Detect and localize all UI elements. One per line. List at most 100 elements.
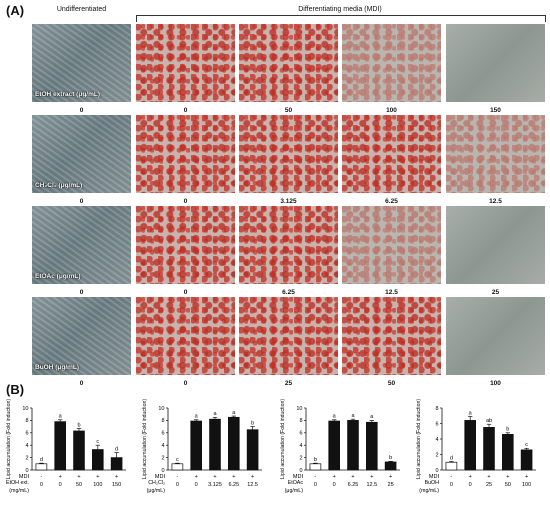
bar [73, 430, 85, 471]
concentration-label: 100 [386, 107, 397, 114]
concentration-label: 6.25 [282, 289, 295, 296]
mdi-sign: + [195, 474, 198, 480]
significance-letter: c [176, 457, 179, 463]
mdi-sign: - [40, 474, 42, 480]
bar [384, 461, 397, 471]
micrograph-r2-c1: CH₂Cl₂ (μg/mL) [32, 115, 131, 193]
significance-letter: d [115, 446, 118, 452]
bar [309, 463, 322, 471]
significance-letter: b [314, 457, 317, 463]
micrograph-r4-c2 [136, 297, 235, 375]
mdi-sign: + [370, 474, 373, 480]
mdi-sign: + [333, 474, 336, 480]
mdi-sign: + [213, 474, 216, 480]
x-tick-label: 25 [388, 482, 394, 488]
concentration-label: 0 [79, 289, 84, 296]
concentration-label: 25 [491, 289, 500, 296]
mdi-sign: + [525, 474, 528, 480]
micrograph-r2-c3 [239, 115, 338, 193]
bar [520, 449, 533, 471]
y-tick-label: 10 [22, 406, 28, 412]
x-tick-label: 150 [112, 482, 121, 488]
y-tick-label: 0 [25, 468, 28, 474]
micrograph-r4-c3 [239, 297, 338, 375]
panel-a-label: (A) [6, 3, 25, 18]
micrograph-r3-c1: EtOAc (μg/mL) [32, 206, 131, 284]
y-axis-label: Lipid accumulation (Fold induction) [416, 399, 422, 479]
micrograph-r2-c5 [446, 115, 545, 193]
bar [328, 420, 341, 471]
bar [35, 463, 48, 471]
micrograph-r1-c1: EtOH extract (μg/mL) [32, 24, 131, 102]
y-tick-label: 8 [435, 406, 438, 412]
significance-letter: c [96, 439, 99, 445]
x-tick-label: 6.25 [348, 482, 359, 488]
concentration-label: 150 [490, 107, 501, 114]
micrograph-r1-c5 [446, 24, 545, 102]
y-tick-label: 6 [299, 431, 302, 437]
bar [54, 421, 67, 471]
x-tick-label: 0 [176, 482, 179, 488]
bar [347, 420, 359, 471]
unit-label: (μg/mL) [147, 488, 166, 494]
y-tick-label: 2 [25, 455, 28, 461]
header-undifferentiated: Undifferentiated [56, 6, 107, 13]
concentration-label: 0 [79, 198, 84, 205]
y-tick-label: 8 [299, 418, 302, 424]
unit-label: (μg/mL) [285, 488, 304, 494]
bar [209, 418, 221, 471]
header-differentiating: Differentiating media (MDI) [298, 6, 382, 13]
y-tick-label: 8 [161, 418, 164, 424]
bar [483, 427, 495, 471]
mdi-sign: + [469, 474, 472, 480]
concentration-label: 6.25 [385, 198, 398, 205]
concentration-label: 50 [387, 380, 396, 387]
x-tick-label: 0 [40, 482, 43, 488]
significance-letter: a [59, 414, 63, 420]
y-tick-label: 6 [161, 431, 164, 437]
concentration-label: 0 [79, 107, 84, 114]
significance-letter: a [213, 411, 217, 417]
y-tick-label: 4 [25, 443, 28, 449]
y-axis-label: Lipid accumulation (Fold induction) [6, 399, 12, 479]
y-tick-label: 0 [435, 468, 438, 474]
micrograph-r3-c5 [446, 206, 545, 284]
x-tick-label: 0 [469, 482, 472, 488]
x-tick-label: 25 [486, 482, 492, 488]
significance-letter: a [370, 414, 374, 420]
y-tick-label: 4 [435, 437, 438, 443]
significance-letter: d [450, 455, 453, 461]
micrograph-r1-c4 [342, 24, 441, 102]
mdi-sign: + [506, 474, 509, 480]
mdi-sign: + [232, 474, 235, 480]
significance-letter: a [469, 410, 473, 416]
bar-chart-2: Lipid accumulation (Fold induction) 0 2 4 6 8… [142, 399, 262, 494]
mdi-sign: + [389, 474, 392, 480]
significance-letter: b [506, 427, 509, 433]
row-label: EtOAc (μg/mL) [35, 273, 81, 280]
x-tick-label: 0 [333, 482, 336, 488]
micrograph-r2-c2 [136, 115, 235, 193]
mdi-sign: + [251, 474, 254, 480]
x-tick-label: 0 [59, 482, 62, 488]
bar-chart-4: Lipid accumulation (Fold induction) 0 2 4 6 8… [416, 399, 536, 494]
y-tick-label: 0 [161, 468, 164, 474]
bar-chart-1: Lipid accumulation (Fold induction) 0 2 4 6 8… [6, 399, 126, 494]
treatment-row-label: BuOH [425, 480, 440, 486]
unit-label: (mg/mL) [419, 488, 439, 494]
y-tick-label: 6 [435, 421, 438, 427]
significance-letter: b [389, 455, 392, 461]
micrograph-r3-c3 [239, 206, 338, 284]
concentration-label: 25 [284, 380, 293, 387]
y-tick-label: 2 [299, 455, 302, 461]
y-tick-label: 6 [25, 431, 28, 437]
x-tick-label: 0 [450, 482, 453, 488]
mdi-row-label: MDI [155, 474, 166, 480]
y-tick-label: 0 [299, 468, 302, 474]
mdi-sign: + [96, 474, 99, 480]
row-label: EtOH extract (μg/mL) [35, 91, 101, 98]
x-tick-label: 50 [76, 482, 82, 488]
significance-letter: a [195, 414, 199, 420]
x-tick-label: 0 [314, 482, 317, 488]
significance-letter: a [351, 413, 355, 419]
